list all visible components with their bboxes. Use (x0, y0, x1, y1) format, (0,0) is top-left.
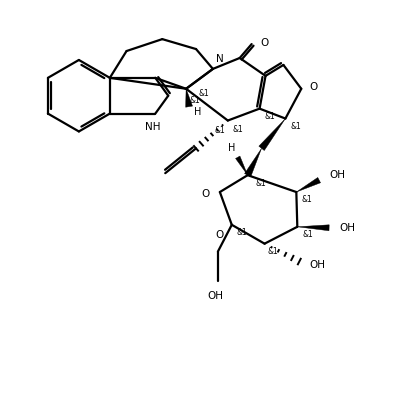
Polygon shape (258, 119, 285, 151)
Text: O: O (308, 82, 317, 92)
Text: &1: &1 (188, 96, 199, 105)
Text: &1: &1 (255, 178, 266, 188)
Text: &1: &1 (198, 89, 208, 98)
Polygon shape (235, 156, 247, 175)
Text: O: O (201, 189, 209, 199)
Text: &1: &1 (290, 122, 300, 131)
Text: &1: &1 (214, 126, 225, 135)
Text: O: O (260, 38, 268, 48)
Text: OH: OH (338, 223, 354, 233)
Text: H: H (227, 143, 235, 153)
Text: NH: NH (144, 123, 160, 132)
Text: &1: &1 (267, 247, 277, 256)
Text: O: O (215, 230, 223, 240)
Polygon shape (296, 177, 320, 192)
Polygon shape (297, 225, 328, 231)
Text: &1: &1 (236, 228, 247, 237)
Text: OH: OH (207, 291, 222, 301)
Polygon shape (244, 149, 261, 177)
Text: &1: &1 (264, 112, 275, 121)
Text: &1: &1 (302, 230, 312, 239)
Text: OH: OH (328, 170, 344, 180)
Text: OH: OH (308, 260, 324, 269)
Text: &1: &1 (300, 195, 311, 204)
Polygon shape (185, 89, 192, 107)
Text: H: H (194, 107, 201, 117)
Text: &1: &1 (232, 125, 243, 134)
Text: N: N (215, 54, 223, 64)
